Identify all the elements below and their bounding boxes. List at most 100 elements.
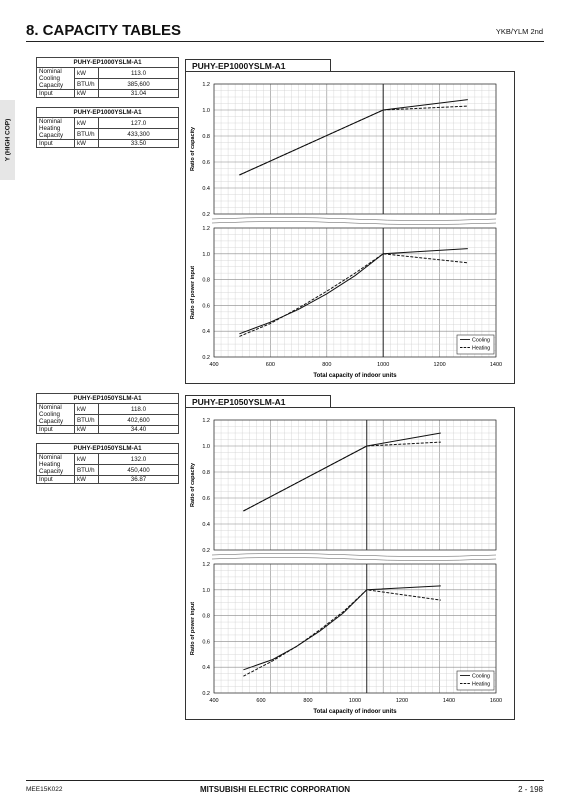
input-unit: kW xyxy=(74,139,99,148)
input-unit: kW xyxy=(74,425,99,434)
series-line-heating xyxy=(243,589,441,677)
x-tick-label: 1600 xyxy=(490,698,502,704)
capacity-chart: 0.2 0.4 0.6 0.8 1.0 1.2 Ratio of capacity 0.2 0.… xyxy=(190,82,502,379)
unit-kw: kW xyxy=(74,403,99,415)
legend-label-cooling: Cooling xyxy=(472,338,490,344)
plot-frame xyxy=(213,83,497,215)
input-label: Input xyxy=(36,475,75,484)
value-btu: 450,400 xyxy=(98,464,179,476)
series-tag: YKB/YLM 2nd xyxy=(495,27,543,36)
value-btu: 402,600 xyxy=(98,414,179,426)
axis-break xyxy=(211,553,497,557)
y-tick-label: 1.0 xyxy=(202,252,210,258)
plot-frame xyxy=(213,419,497,551)
page-number: 2 - 198 xyxy=(518,785,543,794)
side-tab: Y (HIGH COP) xyxy=(0,100,15,180)
nominal-label: Nominal Cooling Capacity xyxy=(36,403,75,426)
legend-label-heating: Heating xyxy=(472,682,490,688)
title-divider xyxy=(26,41,544,42)
x-tick-label: 1000 xyxy=(377,362,389,368)
y-tick-label: 0.6 xyxy=(202,160,210,166)
unit-btu: BTU/h xyxy=(74,464,99,476)
legend-label-heating: Heating xyxy=(472,346,490,352)
unit-kw: kW xyxy=(74,453,99,465)
x-tick-label: 1200 xyxy=(396,698,408,704)
heating-spec-table: PUHY-EP1050YSLM-A1 Nominal Heating Capac… xyxy=(36,443,179,484)
y-tick-label: 0.8 xyxy=(202,278,210,284)
input-value: 36.87 xyxy=(98,475,179,484)
axis-break xyxy=(211,217,497,221)
cooling-spec-table: PUHY-EP1000YSLM-A1 Nominal Cooling Capac… xyxy=(36,57,179,98)
x-tick-label: 600 xyxy=(256,698,265,704)
series-line-heating xyxy=(239,105,468,176)
y-tick-label: 0.4 xyxy=(202,665,210,671)
x-tick-label: 1000 xyxy=(349,698,361,704)
unit-kw: kW xyxy=(74,117,99,129)
y-tick-label: 0.4 xyxy=(202,186,210,192)
capacity-chart: 0.2 0.4 0.6 0.8 1.0 1.2 Ratio of capacity 0.2 0.… xyxy=(190,418,502,715)
x-axis-label: Total capacity of indoor units xyxy=(313,709,397,715)
input-value: 34.40 xyxy=(98,425,179,434)
y-tick-label: 1.2 xyxy=(202,418,210,424)
y-axis-label: Ratio of capacity xyxy=(190,126,196,171)
y-tick-label: 1.2 xyxy=(202,226,210,232)
plot-frame xyxy=(213,227,497,358)
y-axis-label: Ratio of power input xyxy=(190,602,196,655)
y-tick-label: 1.0 xyxy=(202,108,210,114)
table-model: PUHY-EP1000YSLM-A1 xyxy=(36,57,179,68)
cooling-spec-table: PUHY-EP1050YSLM-A1 Nominal Cooling Capac… xyxy=(36,393,179,434)
y-tick-label: 0.8 xyxy=(202,134,210,140)
y-tick-label: 1.2 xyxy=(202,562,210,568)
unit-btu: BTU/h xyxy=(74,78,99,90)
y-tick-label: 0.6 xyxy=(202,303,210,309)
input-label: Input xyxy=(36,425,75,434)
table-model: PUHY-EP1000YSLM-A1 xyxy=(36,107,179,118)
value-kw: 127.0 xyxy=(98,117,179,129)
axis-break xyxy=(211,221,497,225)
y-tick-label: 0.8 xyxy=(202,470,210,476)
y-tick-label: 0.2 xyxy=(202,691,210,697)
footer-divider xyxy=(26,780,544,781)
chart-frame: 0.2 0.4 0.6 0.8 1.0 1.2 Ratio of capacity 0.2 0.… xyxy=(185,407,515,720)
y-axis-label: Ratio of power input xyxy=(190,266,196,319)
nominal-label: Nominal Heating Capacity xyxy=(36,117,75,140)
value-kw: 132.0 xyxy=(98,453,179,465)
y-tick-label: 1.2 xyxy=(202,82,210,88)
x-tick-label: 1400 xyxy=(443,698,455,704)
x-tick-label: 400 xyxy=(209,698,218,704)
unit-btu: BTU/h xyxy=(74,128,99,140)
x-axis-label: Total capacity of indoor units xyxy=(313,373,397,379)
value-kw: 113.0 xyxy=(98,67,179,79)
input-unit: kW xyxy=(74,89,99,98)
y-tick-label: 1.0 xyxy=(202,588,210,594)
input-value: 33.50 xyxy=(98,139,179,148)
x-tick-label: 400 xyxy=(209,362,218,368)
nominal-label: Nominal Cooling Capacity xyxy=(36,67,75,90)
plot-frame xyxy=(213,563,497,694)
y-tick-label: 0.4 xyxy=(202,522,210,528)
axis-break xyxy=(211,557,497,561)
x-tick-label: 1200 xyxy=(433,362,445,368)
page-title: 8. CAPACITY TABLES xyxy=(26,22,182,39)
legend-label-cooling: Cooling xyxy=(472,674,490,680)
value-btu: 385,600 xyxy=(98,78,179,90)
chart-title: PUHY-EP1000YSLM-A1 xyxy=(185,59,331,71)
heating-spec-table: PUHY-EP1000YSLM-A1 Nominal Heating Capac… xyxy=(36,107,179,148)
series-line-heating xyxy=(239,253,468,337)
series-line-cooling xyxy=(243,585,441,671)
nominal-label: Nominal Heating Capacity xyxy=(36,453,75,476)
company-name: MITSUBISHI ELECTRIC CORPORATION xyxy=(200,785,351,794)
y-tick-label: 0.8 xyxy=(202,614,210,620)
chart-frame: 0.2 0.4 0.6 0.8 1.0 1.2 Ratio of capacity 0.2 0.… xyxy=(185,71,515,384)
value-btu: 433,300 xyxy=(98,128,179,140)
unit-btu: BTU/h xyxy=(74,414,99,426)
y-axis-label: Ratio of capacity xyxy=(190,462,196,507)
input-label: Input xyxy=(36,139,75,148)
y-tick-label: 0.4 xyxy=(202,329,210,335)
x-tick-label: 1400 xyxy=(490,362,502,368)
series-line-cooling xyxy=(239,99,468,176)
x-tick-label: 600 xyxy=(266,362,275,368)
chart-title: PUHY-EP1050YSLM-A1 xyxy=(185,395,331,407)
unit-kw: kW xyxy=(74,67,99,79)
input-value: 31.04 xyxy=(98,89,179,98)
